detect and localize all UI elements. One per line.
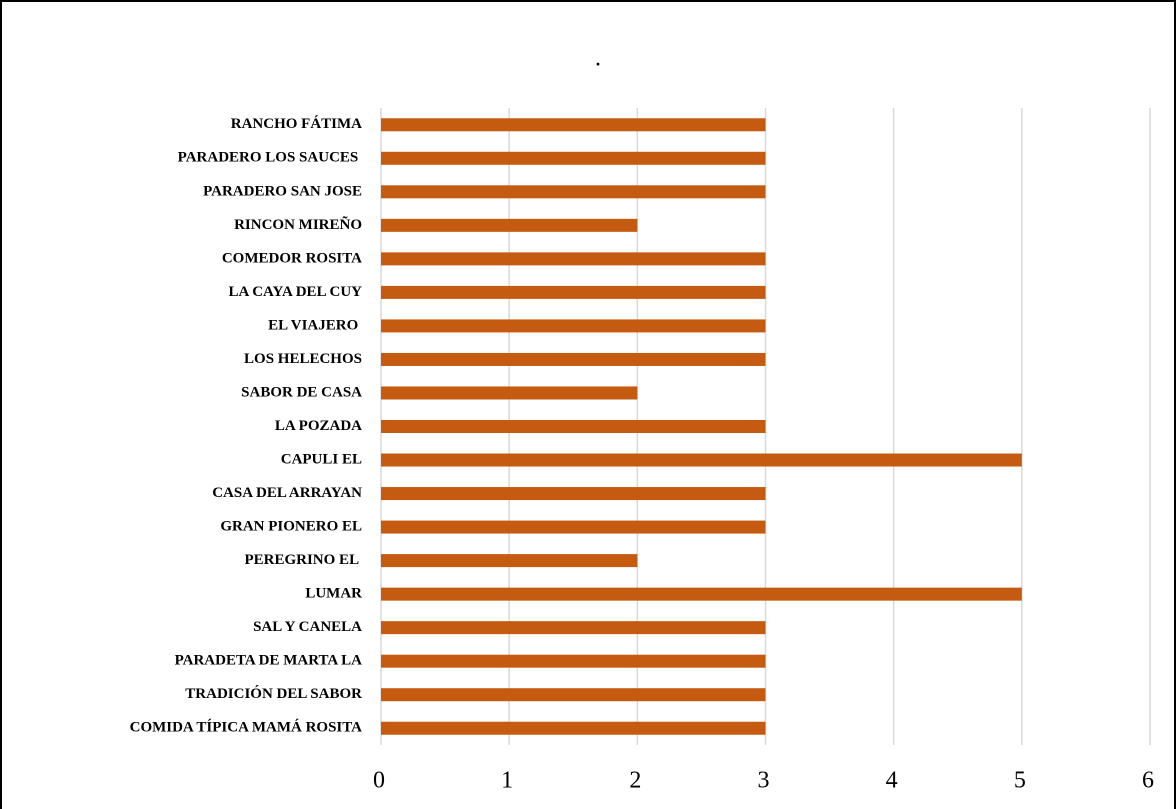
x-tick-label: 3 [758, 768, 770, 794]
y-tick-label: PEREGRINO EL [244, 552, 362, 568]
bar [381, 185, 766, 199]
y-tick-label: LA CAYA DEL CUY [228, 284, 362, 300]
bar [381, 520, 766, 534]
y-tick-label: COMEDOR ROSITA [222, 250, 362, 266]
bar [381, 218, 638, 232]
x-tick-label: 6 [1142, 768, 1154, 794]
bar [381, 319, 766, 333]
bar [381, 252, 766, 266]
y-tick-label: RANCHO FÁTIMA [231, 115, 362, 132]
y-tick-label: LUMAR [305, 586, 362, 602]
y-tick-label: RINCON MIREÑO [234, 215, 362, 233]
bar [381, 587, 1022, 601]
bar [381, 352, 766, 366]
bar [381, 118, 766, 132]
y-tick-label: TRADICIÓN DEL SABOR [185, 685, 362, 702]
bar [381, 487, 766, 501]
x-tick-label: 1 [501, 768, 513, 794]
y-tick-label: PARADERO SAN JOSE [203, 183, 362, 199]
x-tick-label: 0 [373, 768, 385, 794]
y-tick-label: GRAN PIONERO EL [220, 519, 362, 535]
bar [381, 554, 638, 568]
y-tick-label: EL VIAJERO [268, 317, 362, 333]
y-tick-label: PARADERO LOS SAUCES [178, 150, 362, 166]
y-tick-label: SAL Y CANELA [253, 619, 362, 635]
y-tick-label: COMIDA TÍPICA MAMÁ ROSITA [130, 719, 363, 736]
bar [381, 386, 638, 400]
bar [381, 420, 766, 433]
x-tick-label: 4 [886, 768, 898, 794]
bar [381, 654, 766, 668]
bar [381, 151, 766, 165]
chart-title: . [595, 46, 601, 72]
y-tick-label: LA POZADA [275, 418, 362, 434]
bar [381, 621, 766, 635]
y-tick-label: CAPULI EL [281, 451, 362, 467]
bar [381, 453, 1022, 467]
x-tick-label: 2 [629, 768, 641, 794]
y-tick-label: PARADETA DE MARTA LA [175, 653, 363, 669]
y-tick-label: LOS HELECHOS [244, 351, 362, 367]
y-tick-label: SABOR DE CASA [241, 384, 362, 400]
bar [381, 688, 766, 702]
bar [381, 721, 766, 735]
y-tick-label: CASA DEL ARRAYAN [212, 485, 362, 501]
x-tick-label: 5 [1014, 768, 1026, 794]
bar [381, 285, 766, 299]
